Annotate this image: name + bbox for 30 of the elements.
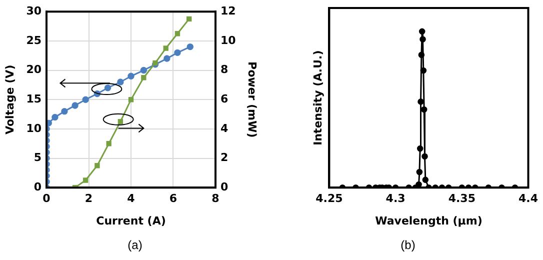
x-tick-label: 8 xyxy=(212,192,220,206)
y-axis-title: Voltage (V) xyxy=(3,64,16,134)
y-tick-label: 10 xyxy=(26,122,42,135)
x-tick-label: 4.3 xyxy=(386,192,406,206)
y2-tick-label: 2 xyxy=(220,151,228,164)
x-tick-label: 4.25 xyxy=(316,192,343,206)
text: (b) xyxy=(400,238,416,252)
x-tick-label: 4 xyxy=(127,192,136,206)
x-axis-title: Wavelength (µm) xyxy=(375,214,482,228)
text: (a) xyxy=(126,238,144,252)
x-tick-label: 0 xyxy=(42,192,51,206)
y-tick-label: 0 xyxy=(34,180,42,194)
y-tick-label: 20 xyxy=(26,63,42,76)
y2-tick-label: 4 xyxy=(220,122,228,135)
y-tick-label: 25 xyxy=(26,34,42,47)
x-tick-label: 2 xyxy=(84,192,93,206)
y2-tick-label: 12 xyxy=(220,4,236,18)
y-tick-label: 15 xyxy=(26,92,42,106)
x-axis-title: Current (A) xyxy=(96,214,166,228)
y-tick-label: 5 xyxy=(34,151,42,164)
y2-tick-label: 10 xyxy=(220,34,236,47)
y2-tick-label: 0 xyxy=(220,180,228,194)
y2-axis-title: Power (mW) xyxy=(246,62,259,138)
y2-tick-label: 8 xyxy=(220,63,228,76)
x-tick-label: 6 xyxy=(169,192,178,206)
x-tick-label: 4.4 xyxy=(518,192,538,206)
y-axis-title: Intensity (A.U.) xyxy=(311,50,324,146)
y-tick-label: 30 xyxy=(26,4,42,18)
x-tick-label: 4.35 xyxy=(448,192,476,206)
y2-tick-label: 6 xyxy=(220,92,228,106)
